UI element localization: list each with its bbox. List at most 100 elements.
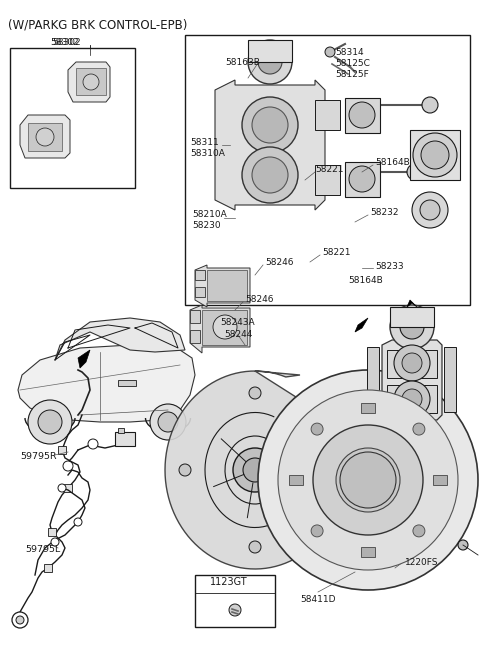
Circle shape	[248, 40, 292, 84]
Text: 58310A: 58310A	[190, 149, 225, 158]
Circle shape	[400, 315, 424, 339]
Bar	[345, 162, 380, 197]
Circle shape	[325, 47, 335, 57]
Bar	[64, 484, 72, 492]
Bar	[44, 564, 52, 572]
Bar	[248, 40, 292, 62]
Text: 58302: 58302	[53, 38, 81, 47]
Circle shape	[249, 387, 261, 399]
Circle shape	[349, 166, 375, 192]
Bar	[410, 130, 460, 180]
Circle shape	[413, 525, 425, 537]
Polygon shape	[28, 123, 62, 151]
Circle shape	[252, 157, 288, 193]
Bar	[433, 475, 447, 485]
Text: (W/PARKG BRK CONTROL-EPB): (W/PARKG BRK CONTROL-EPB)	[8, 18, 187, 31]
Circle shape	[258, 370, 478, 590]
Bar	[315, 165, 340, 195]
Circle shape	[421, 141, 449, 169]
Polygon shape	[190, 310, 200, 323]
Polygon shape	[78, 350, 90, 368]
Circle shape	[413, 133, 457, 177]
Polygon shape	[355, 318, 368, 332]
Bar	[361, 403, 375, 413]
Polygon shape	[195, 287, 205, 297]
Polygon shape	[207, 270, 247, 301]
Text: 58411D: 58411D	[300, 595, 336, 604]
Bar	[289, 475, 303, 485]
Text: 58246: 58246	[265, 258, 293, 267]
Circle shape	[313, 425, 423, 535]
Polygon shape	[195, 270, 205, 280]
Circle shape	[278, 390, 458, 570]
Circle shape	[394, 381, 430, 417]
Circle shape	[402, 389, 422, 409]
Circle shape	[252, 107, 288, 143]
Text: 58125C: 58125C	[335, 59, 370, 68]
Circle shape	[340, 452, 396, 508]
Text: 58221: 58221	[315, 165, 344, 174]
Polygon shape	[202, 310, 247, 345]
Bar	[48, 528, 56, 536]
Circle shape	[390, 305, 434, 349]
Circle shape	[458, 540, 468, 550]
Circle shape	[319, 464, 331, 476]
Circle shape	[349, 102, 375, 128]
Text: 58232: 58232	[370, 208, 398, 217]
Bar	[10, 48, 135, 188]
Circle shape	[150, 404, 186, 440]
Circle shape	[242, 147, 298, 203]
Bar	[390, 307, 434, 327]
Polygon shape	[18, 345, 195, 422]
Text: 59795L: 59795L	[25, 545, 60, 554]
Circle shape	[38, 410, 62, 434]
Circle shape	[63, 461, 73, 471]
Polygon shape	[55, 318, 185, 360]
Circle shape	[413, 423, 425, 435]
Circle shape	[83, 74, 99, 90]
Circle shape	[28, 400, 72, 444]
Circle shape	[242, 97, 298, 153]
Bar	[58, 446, 66, 454]
Circle shape	[179, 464, 191, 476]
Circle shape	[158, 412, 178, 432]
Text: 58230: 58230	[192, 221, 221, 230]
Text: 58164B: 58164B	[348, 276, 383, 285]
Bar	[387, 385, 437, 413]
Circle shape	[213, 315, 237, 339]
Text: 58210A: 58210A	[192, 210, 227, 219]
Polygon shape	[195, 265, 250, 307]
Bar	[115, 432, 135, 446]
Polygon shape	[76, 68, 106, 95]
Circle shape	[350, 462, 386, 498]
Circle shape	[88, 439, 98, 449]
Bar	[195, 575, 275, 627]
Polygon shape	[215, 80, 325, 210]
Text: 58164B: 58164B	[375, 158, 410, 167]
Text: 59795R: 59795R	[20, 452, 57, 461]
Circle shape	[422, 97, 438, 113]
Bar	[345, 98, 380, 133]
Text: 58314: 58314	[335, 48, 364, 57]
Circle shape	[243, 458, 267, 482]
Circle shape	[336, 448, 400, 512]
Text: 58302: 58302	[51, 38, 79, 47]
Polygon shape	[190, 305, 250, 353]
Circle shape	[394, 345, 430, 381]
Text: 58311: 58311	[190, 138, 219, 147]
Text: 58243A: 58243A	[221, 318, 255, 327]
Circle shape	[233, 448, 277, 492]
Circle shape	[249, 541, 261, 553]
Circle shape	[74, 518, 82, 526]
Bar	[367, 347, 379, 412]
Circle shape	[258, 50, 282, 74]
Bar	[444, 347, 456, 412]
Circle shape	[12, 612, 28, 628]
Bar	[361, 547, 375, 557]
Text: 58246: 58246	[245, 295, 274, 304]
Circle shape	[51, 538, 59, 546]
Polygon shape	[20, 115, 70, 158]
Text: 58233: 58233	[375, 262, 404, 271]
Bar	[185, 35, 470, 305]
Circle shape	[311, 423, 323, 435]
